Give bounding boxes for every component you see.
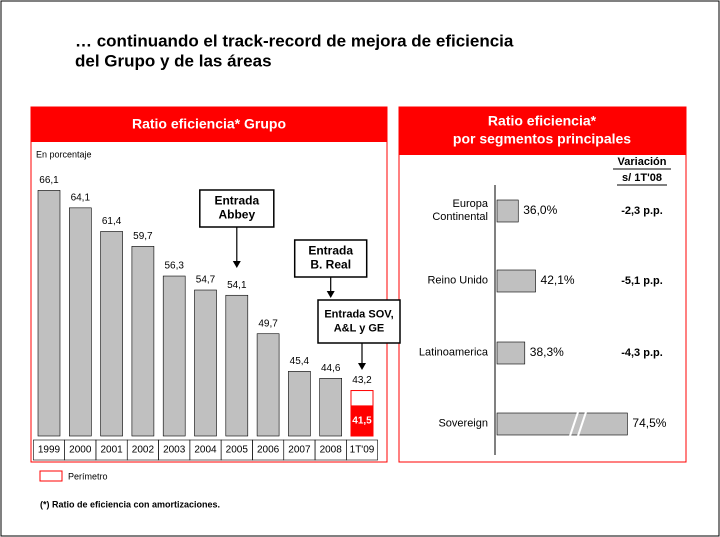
x-tick-label: 2008 <box>320 445 343 456</box>
value-label: 61,4 <box>102 216 122 227</box>
annotation-box <box>293 239 368 278</box>
x-tick-label: 2003 <box>163 445 186 456</box>
x-tick-label: 2000 <box>69 445 92 456</box>
bar <box>496 199 519 223</box>
left-header <box>31 107 387 142</box>
annotation-text: Entrada SOV, <box>324 308 393 320</box>
change-value: -5,1 p.p. <box>621 275 663 287</box>
category-label: Sovereign <box>438 417 488 430</box>
change-value: -4,3 p.p. <box>621 347 663 359</box>
slide-title: del Grupo y de las áreas <box>75 51 272 70</box>
annotation-box <box>199 189 275 228</box>
change-value: -2,3 p.p. <box>621 205 663 217</box>
bar <box>288 371 311 437</box>
bar <box>37 190 61 437</box>
legend-swatch <box>39 470 63 482</box>
value-label: 66,1 <box>39 175 59 186</box>
x-tick-label: 1T'09 <box>350 445 375 456</box>
annotation-arrowhead <box>232 261 241 268</box>
x-tick-label: 2006 <box>257 445 280 456</box>
bar <box>496 412 628 436</box>
slide-title: … continuando el track-record de mejora … <box>75 31 514 50</box>
value-label: 49,7 <box>258 318 278 329</box>
chart-subtitle: En porcentaje <box>36 149 92 159</box>
bar <box>194 289 217 437</box>
right-header <box>399 107 686 155</box>
axis-break <box>577 411 587 437</box>
inner-bar <box>351 405 373 436</box>
x-tick-label: 2001 <box>100 445 123 456</box>
value-label: 38,3% <box>530 345 564 359</box>
x-tick-cell <box>346 439 378 461</box>
annotation-text: Entrada <box>214 194 259 208</box>
bar <box>69 207 92 437</box>
chart-title: por segmentos principales <box>453 131 631 147</box>
x-tick-label: 2002 <box>132 445 155 456</box>
bar <box>100 231 123 437</box>
value-label: 43,2 <box>352 375 372 386</box>
bar <box>496 341 526 365</box>
change-header: Variación <box>618 156 667 168</box>
bar <box>162 275 186 437</box>
value-label: 59,7 <box>133 231 153 242</box>
bar <box>319 378 343 437</box>
value-label: 54,1 <box>227 280 247 291</box>
value-label: 64,1 <box>71 192 91 203</box>
value-label: 45,4 <box>290 356 310 367</box>
value-label: 74,5% <box>632 416 666 430</box>
x-tick-label: 1999 <box>38 445 61 456</box>
bar <box>131 246 155 437</box>
chart-title: Ratio eficiencia* Grupo <box>132 116 286 132</box>
annotation-arrowhead <box>358 363 366 370</box>
value-label: 44,6 <box>321 363 341 374</box>
legend-label: Perímetro <box>68 471 108 481</box>
footnote: (*) Ratio de eficiencia con amortizacion… <box>40 499 220 509</box>
x-tick-label: 2004 <box>194 445 217 456</box>
bar <box>256 333 280 437</box>
x-tick-label: 2007 <box>288 445 311 456</box>
chart-title: Ratio eficiencia* <box>488 113 597 129</box>
change-header: s/ 1T'08 <box>622 172 662 184</box>
category-label: Europa Continental <box>432 198 488 223</box>
annotation-arrowhead <box>326 291 335 298</box>
bar <box>225 294 249 437</box>
axis-break <box>569 411 579 437</box>
value-label: 42,1% <box>541 273 575 287</box>
annotation-text: B. Real <box>310 258 351 272</box>
bar <box>496 269 536 293</box>
x-tick-label: 2005 <box>226 445 249 456</box>
inner-value-label: 41,5 <box>352 415 372 426</box>
annotation-text: A&L y GE <box>334 322 385 334</box>
annotation-box <box>317 299 401 344</box>
value-label: 56,3 <box>164 261 184 272</box>
value-label: 36,0% <box>523 203 557 217</box>
category-label: Latinoamerica <box>418 346 488 359</box>
category-label: Reino Unido <box>427 274 488 287</box>
value-label: 54,7 <box>196 275 216 286</box>
annotation-text: Abbey <box>218 208 255 222</box>
annotation-text: Entrada <box>308 244 353 258</box>
